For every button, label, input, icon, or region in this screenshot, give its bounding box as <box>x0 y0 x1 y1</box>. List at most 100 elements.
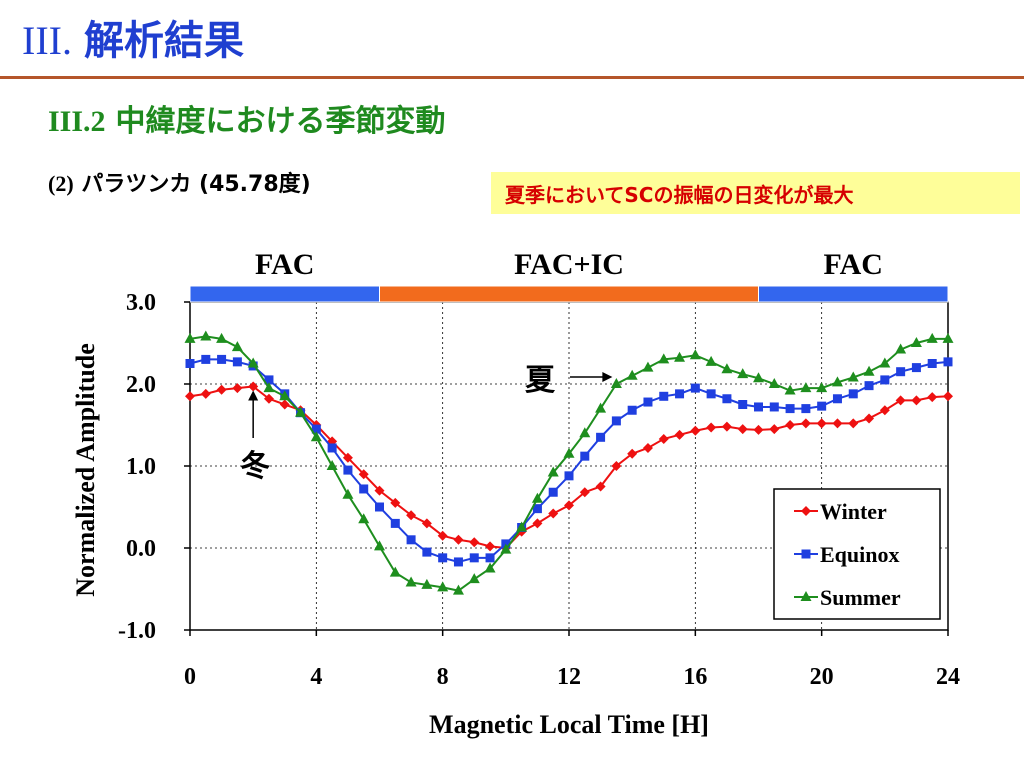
section-heading: III.2 中緯度における季節変動 <box>48 96 446 140</box>
data-point-summer <box>200 330 212 341</box>
x-tick-label: 4 <box>310 664 322 690</box>
data-point-winter <box>927 392 938 403</box>
legend: Winter Equinox Summer <box>773 488 941 620</box>
legend-label-summer: Summer <box>820 585 901 610</box>
station-prefix: (2) <box>48 171 74 196</box>
data-point-summer <box>216 332 228 343</box>
data-point-summer <box>784 384 796 395</box>
data-point-equinox <box>722 394 732 404</box>
data-point-summer <box>326 460 338 470</box>
data-point-winter <box>469 537 480 548</box>
data-point-winter <box>248 381 259 392</box>
data-point-equinox <box>453 557 463 567</box>
section-number: III.2 <box>48 105 106 138</box>
y-tick-label: 0.0 <box>126 536 156 562</box>
data-point-summer <box>642 361 654 372</box>
data-point-equinox <box>596 432 606 442</box>
data-point-equinox <box>359 484 369 494</box>
data-point-winter <box>437 530 448 541</box>
data-point-equinox <box>185 359 195 368</box>
x-tick-label: 24 <box>936 664 960 690</box>
data-point-equinox <box>769 402 779 412</box>
data-point-equinox <box>406 535 416 545</box>
data-point-summer <box>816 382 828 393</box>
data-point-equinox <box>217 354 227 364</box>
data-point-summer <box>847 371 859 382</box>
data-point-summer <box>389 566 401 577</box>
data-point-winter <box>816 418 827 429</box>
data-point-equinox <box>927 359 937 368</box>
data-point-winter <box>658 433 669 444</box>
section-text: 中緯度における季節変動 <box>115 104 446 139</box>
data-point-summer <box>342 488 354 499</box>
data-point-equinox <box>264 375 274 385</box>
region-label-0: FAC <box>255 248 314 281</box>
region-segment-0 <box>189 285 380 303</box>
annotation-winter-label: 冬 <box>240 449 270 484</box>
data-point-summer <box>437 581 449 592</box>
data-point-winter <box>627 448 638 459</box>
data-point-equinox <box>375 502 384 512</box>
data-point-winter <box>532 518 543 529</box>
data-point-winter <box>895 395 906 406</box>
data-point-equinox <box>627 405 637 415</box>
data-point-summer <box>358 513 370 524</box>
data-point-equinox <box>580 451 590 461</box>
region-label-1: FAC+IC <box>514 248 624 281</box>
data-point-winter <box>548 508 559 519</box>
data-point-equinox <box>801 404 811 414</box>
x-axis-label: Magnetic Local Time [H] <box>429 710 709 739</box>
data-point-winter <box>721 421 732 432</box>
data-point-winter <box>263 393 274 404</box>
data-point-summer <box>879 357 891 368</box>
data-point-winter <box>579 487 590 498</box>
region-segment-2 <box>758 285 949 303</box>
data-point-summer <box>405 576 417 587</box>
region-segment-1 <box>379 285 759 303</box>
data-point-winter <box>185 391 195 402</box>
data-point-equinox <box>485 553 495 563</box>
data-point-summer <box>231 341 243 352</box>
data-point-summer <box>421 578 433 589</box>
region-bar: FAC FAC+IC FAC <box>189 248 949 303</box>
data-point-equinox <box>817 401 827 411</box>
data-point-equinox <box>564 471 574 481</box>
x-tick-label: 12 <box>557 664 581 690</box>
title-divider <box>0 76 1024 79</box>
data-point-equinox <box>343 465 353 475</box>
data-point-winter <box>943 391 953 402</box>
axes: 0 4 8 12 16 20 24 -1.0 0.0 1.0 2.0 3.0 Magnetic Loca… <box>71 290 960 739</box>
x-tick-label: 8 <box>437 664 449 690</box>
legend-marker-summer <box>800 591 812 601</box>
data-point-winter <box>737 424 748 435</box>
station-latitude: (45.78度) <box>199 172 311 197</box>
data-point-winter <box>342 452 353 463</box>
data-point-summer <box>610 378 622 388</box>
data-point-summer <box>926 332 938 343</box>
data-point-equinox <box>327 443 337 453</box>
data-point-summer <box>484 562 496 573</box>
data-point-winter <box>753 424 764 435</box>
data-point-summer <box>800 382 812 393</box>
y-tick-label: 2.0 <box>126 372 156 398</box>
data-point-equinox <box>390 518 400 528</box>
data-point-winter <box>406 510 417 521</box>
data-point-winter <box>485 541 496 552</box>
data-point-equinox <box>706 389 716 399</box>
data-point-winter <box>706 422 717 433</box>
y-tick-label: -1.0 <box>118 618 156 644</box>
data-point-winter <box>421 518 432 529</box>
data-point-winter <box>232 383 243 394</box>
data-point-summer <box>500 543 512 554</box>
x-tick-label: 0 <box>184 664 196 690</box>
data-point-equinox <box>232 357 242 367</box>
data-point-equinox <box>848 389 858 399</box>
data-point-summer <box>563 447 575 458</box>
data-point-summer <box>831 376 843 387</box>
data-point-summer <box>942 332 954 343</box>
data-point-equinox <box>690 383 700 393</box>
data-point-winter <box>674 429 685 440</box>
data-point-summer <box>626 369 638 380</box>
legend-label-winter: Winter <box>820 499 887 524</box>
